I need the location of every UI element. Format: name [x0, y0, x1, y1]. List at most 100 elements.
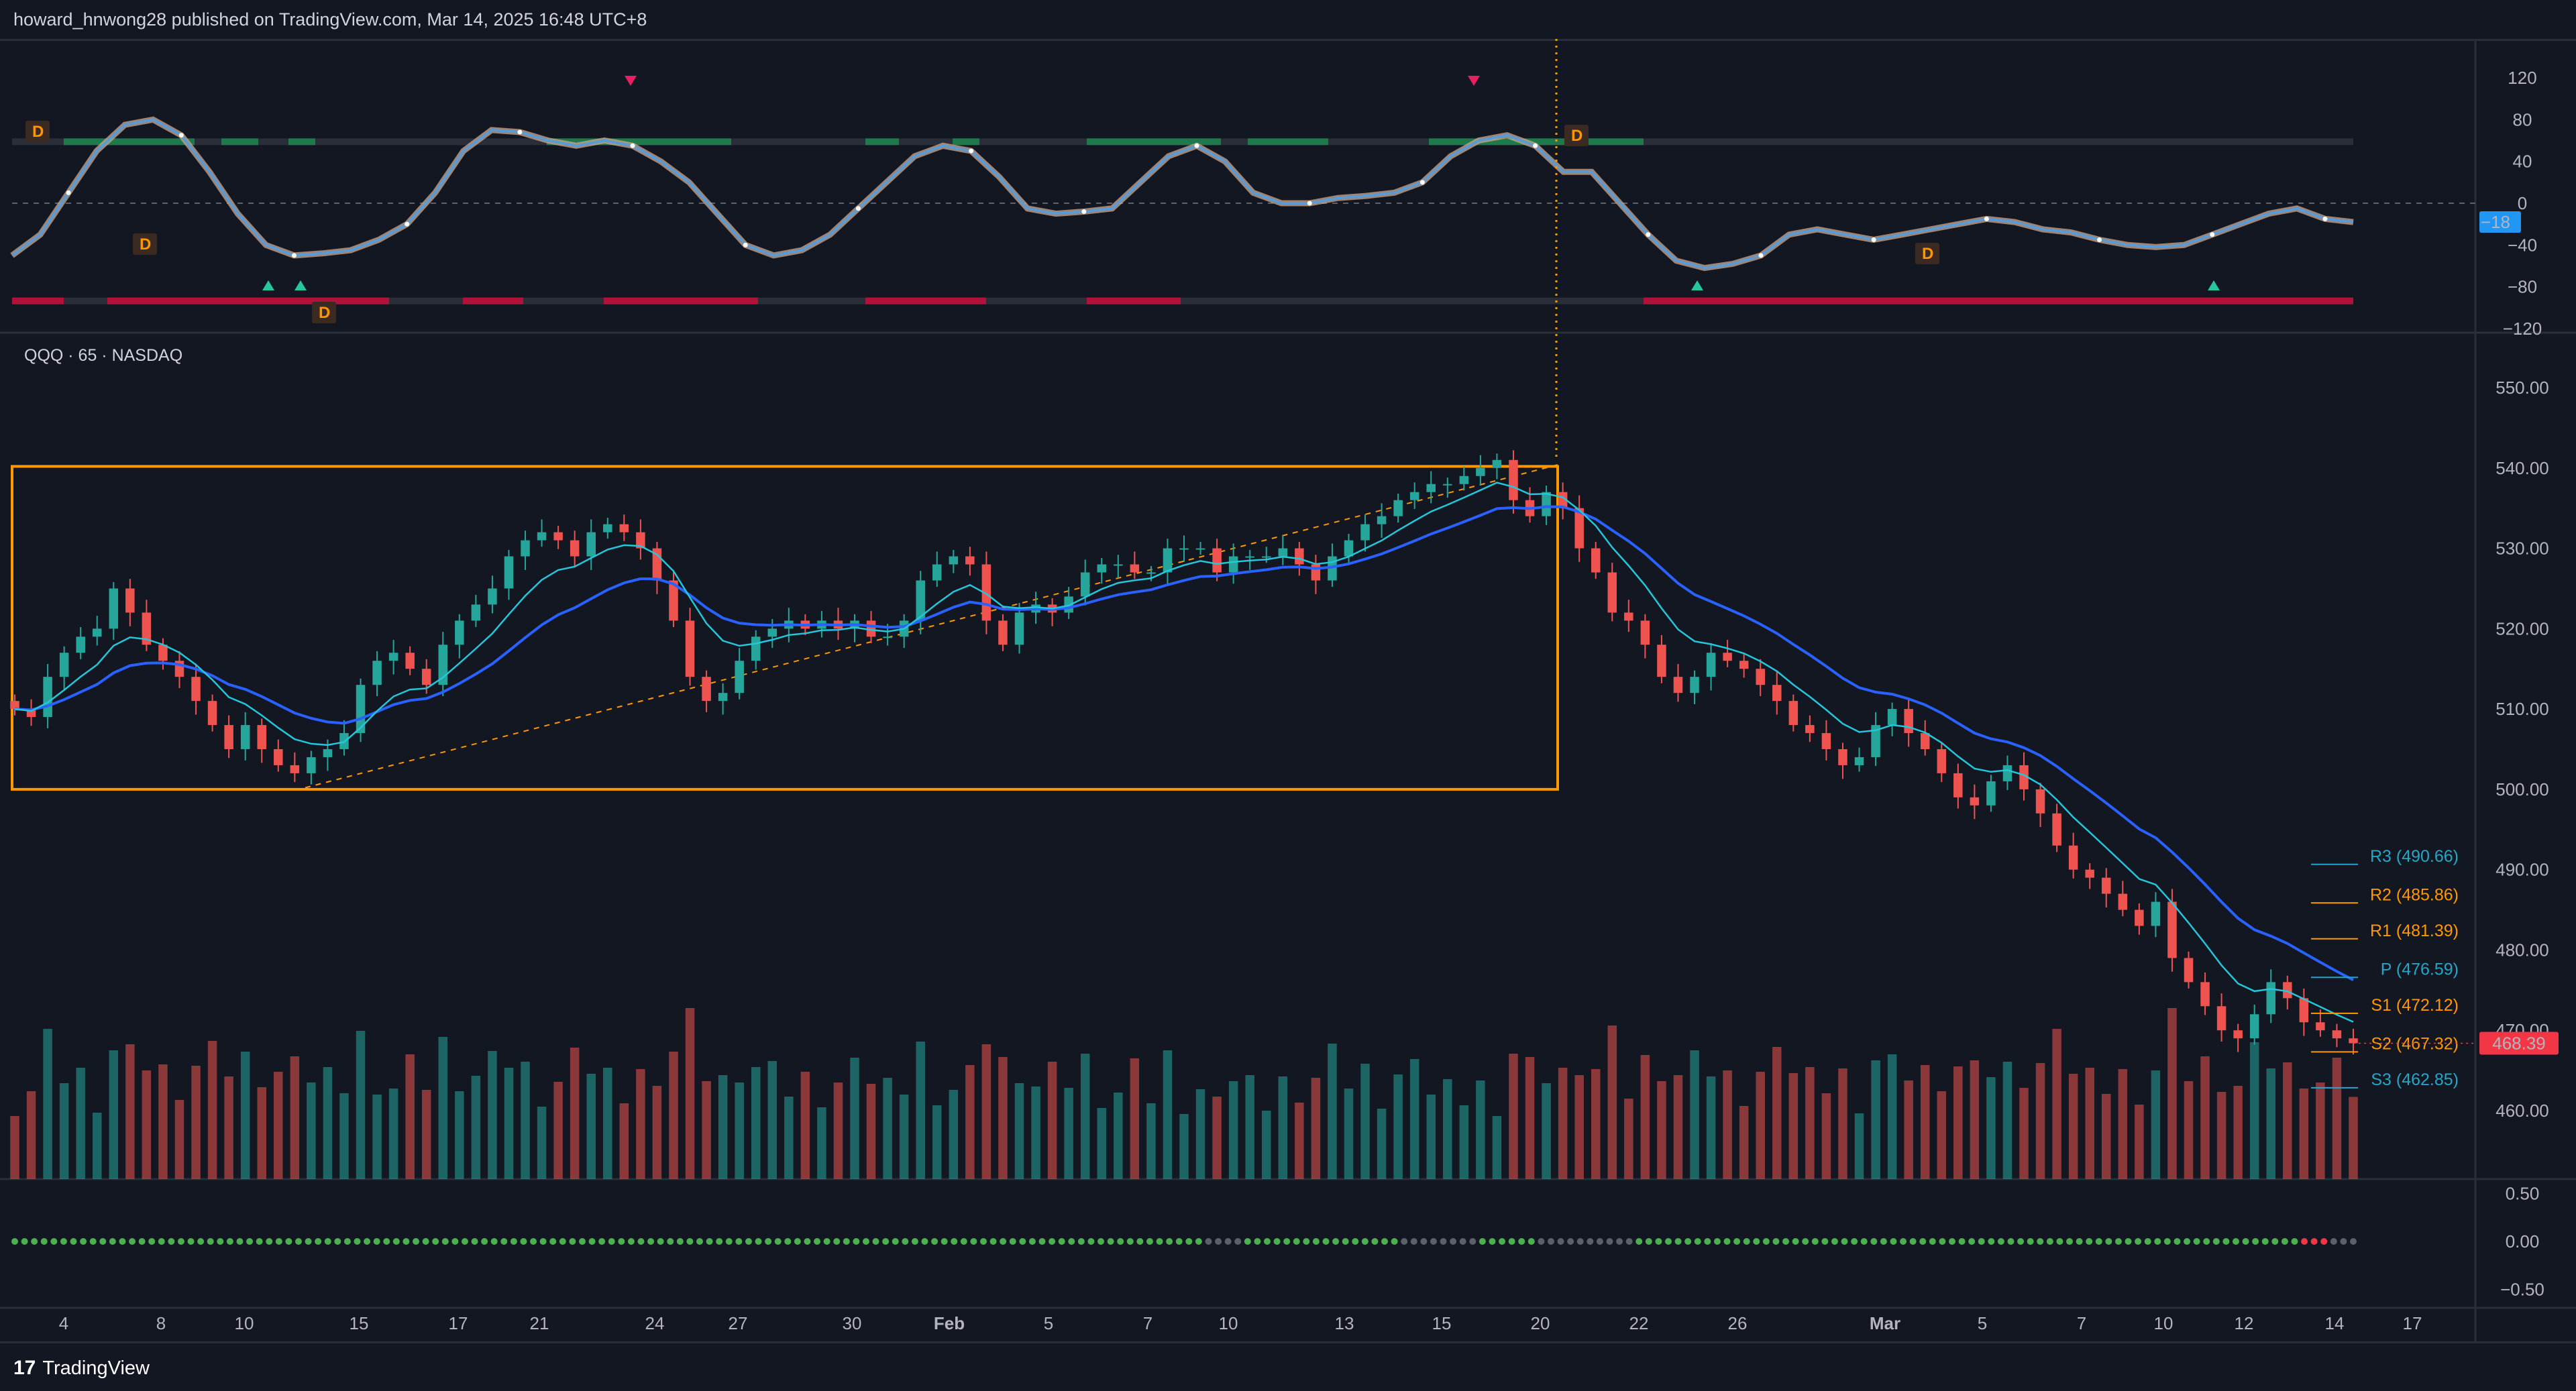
signal-dot [2056, 1238, 2063, 1245]
volume-bar [586, 1074, 596, 1179]
candle-body [2151, 901, 2161, 926]
candle-body [553, 532, 563, 541]
candle-body [1673, 677, 1683, 693]
volume-bar [1195, 1089, 1205, 1179]
candle-body [1195, 548, 1205, 550]
candle-body [10, 701, 19, 710]
signal-dot [2086, 1238, 2093, 1245]
signal-dot [1851, 1238, 1858, 1245]
signal-dot [246, 1238, 254, 1245]
osc-bottom-band-segment [865, 297, 986, 304]
signal-dot [1919, 1238, 1927, 1245]
volume-bar [388, 1089, 398, 1179]
volume-bar [92, 1113, 102, 1179]
signal-dot [50, 1238, 58, 1245]
candle-body [455, 620, 464, 645]
candle-body [1377, 516, 1387, 524]
volume-bar [1591, 1069, 1601, 1179]
volume-bar [1130, 1058, 1140, 1179]
divergence-marker-label: D [32, 123, 44, 141]
volume-bar [1179, 1114, 1189, 1179]
candle-body [1080, 572, 1090, 597]
volume-bar [1014, 1083, 1024, 1179]
volume-bar [1261, 1111, 1271, 1179]
signal-dot [1459, 1238, 1466, 1245]
osc-top-band-segment [1429, 138, 1644, 146]
candle-body [619, 524, 629, 533]
volume-bar [1245, 1075, 1254, 1179]
signal-dot [1156, 1238, 1163, 1245]
volume-bar [2002, 1062, 2012, 1179]
signal-dot [294, 1238, 302, 1245]
candle-body [59, 653, 69, 677]
candle-body [2167, 901, 2177, 958]
signal-dot [1762, 1238, 1770, 1245]
volume-bar [356, 1031, 366, 1179]
volume-bar [290, 1056, 300, 1179]
osc-point [1419, 180, 1425, 185]
volume-bar [932, 1105, 942, 1179]
signal-dot [129, 1238, 136, 1245]
osc-bottom-band-segment [12, 297, 64, 304]
signal-dot [1743, 1238, 1750, 1245]
volume-bar [1509, 1054, 1518, 1179]
last-price-label: 468.39 [2492, 1034, 2546, 1054]
candle-body [916, 580, 925, 621]
signal-dot [1322, 1238, 1330, 1245]
divergence-marker-bg [1564, 125, 1589, 146]
candle-body [1459, 476, 1469, 484]
chart-canvas[interactable]: 12080400−40−80−120DDDDD−18550.00540.0053… [0, 39, 2576, 1341]
candle-body [1788, 701, 1799, 726]
tradingview-logo[interactable]: 17 TradingView [13, 1357, 150, 1380]
signal-dot [373, 1238, 380, 1245]
candle-body [1723, 653, 1732, 661]
candle-body [43, 677, 52, 718]
volume-bar [1228, 1081, 1238, 1179]
osc-top-band-segment [221, 138, 258, 146]
candle-body [685, 620, 695, 677]
osc-top-band-segment [1087, 138, 1221, 146]
candle-body [2068, 845, 2078, 870]
candle-body [224, 725, 233, 749]
volume-bar [2102, 1094, 2111, 1179]
signal-dot [706, 1238, 713, 1245]
osc-point [1533, 143, 1538, 148]
osc-bottom-band-segment [604, 297, 758, 304]
volume-bar [471, 1076, 481, 1179]
volume-bar [2118, 1069, 2128, 1179]
signal-dot [588, 1238, 596, 1245]
signal-dot [1038, 1238, 1046, 1245]
x-axis-tick-label: 10 [1219, 1313, 1238, 1333]
signal-dot [2242, 1238, 2249, 1245]
candle-body [1756, 669, 1765, 685]
volume-bar [2249, 1042, 2259, 1179]
signal-dot [1821, 1238, 1829, 1245]
pivot-label: R3 (490.66) [2370, 847, 2459, 866]
osc-point [630, 143, 635, 148]
candle-body [1640, 620, 1650, 645]
signal-dot [774, 1238, 782, 1245]
volume-bar [1772, 1047, 1782, 1179]
candle-body [669, 580, 678, 621]
signal-dot [1450, 1238, 1457, 1245]
signal-dot [647, 1238, 655, 1245]
signal-dot [1254, 1238, 1261, 1245]
candle-body [1904, 709, 1913, 734]
signal-dot [422, 1238, 429, 1245]
chart-area[interactable]: 120 80 40 0 −40 −80 −120 D D D D D −18 550.00 540.00 53… [0, 39, 2576, 1341]
osc-axis-tick-label: 40 [2513, 152, 2532, 172]
signal-dot [1713, 1238, 1721, 1245]
volume-bar [537, 1107, 547, 1179]
osc-point [66, 190, 71, 195]
price-axis-tick-label: 500.00 [2496, 779, 2549, 799]
osc-top-band-segment [547, 138, 731, 146]
signal-dot [2076, 1238, 2083, 1245]
volume-bar [2216, 1092, 2226, 1179]
volume-bar [1986, 1077, 1996, 1179]
candle-body [1607, 572, 1617, 613]
signal-dot [2301, 1238, 2308, 1245]
candle-body [1393, 500, 1403, 516]
signal-dot [2340, 1238, 2347, 1245]
volume-bar [488, 1051, 497, 1179]
candle-body [998, 620, 1008, 645]
